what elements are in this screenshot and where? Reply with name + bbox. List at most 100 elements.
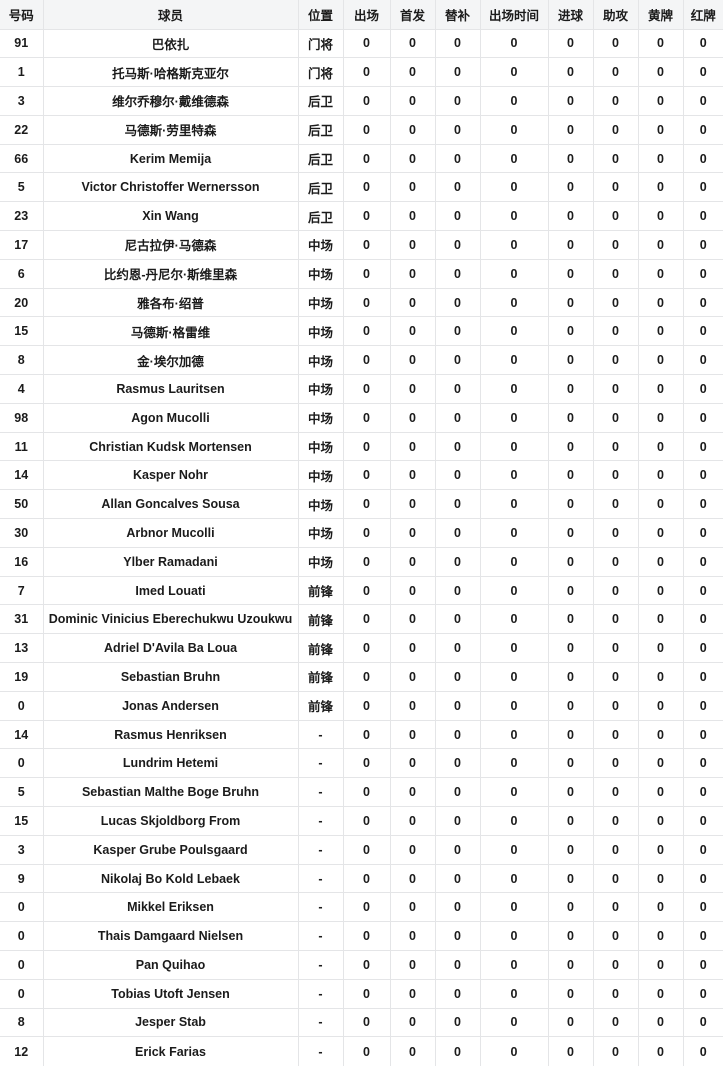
player-number-cell: 8 [0, 1007, 44, 1038]
stat-substitute-cell: 0 [434, 489, 481, 520]
stat-goals-cell: 0 [547, 172, 594, 203]
stat-yellow-card-cell: 0 [637, 806, 684, 836]
stat-yellow-card-cell: 0 [637, 402, 684, 433]
player-number-cell: 20 [0, 287, 44, 318]
player-number-cell: 23 [0, 201, 44, 232]
player-name-cell: 马德斯·劳里特森 [42, 114, 299, 145]
stat-minutes-cell: 0 [479, 1007, 549, 1038]
stat-appearances-cell: 0 [342, 921, 391, 951]
player-row: 14 Rasmus Henriksen - 0 0 0 0 0 0 0 0 [0, 719, 723, 750]
player-row: 7 Imed Louati 前锋 0 0 0 0 0 0 0 0 [0, 575, 723, 606]
player-name-cell: Imed Louati [42, 575, 299, 606]
player-name-cell: 托马斯·哈格斯克亚尔 [42, 57, 299, 88]
stat-goals-cell: 0 [547, 834, 594, 865]
stat-yellow-card-cell: 0 [637, 489, 684, 520]
stat-appearances-cell: 0 [342, 57, 391, 88]
stat-appearances-cell: 0 [342, 518, 391, 548]
stat-red-card-cell: 0 [682, 172, 723, 203]
player-row: 23 Xin Wang 后卫 0 0 0 0 0 0 0 0 [0, 201, 723, 232]
stat-goals-cell: 0 [547, 806, 594, 836]
stat-starts-cell: 0 [389, 374, 436, 404]
stat-goals-cell: 0 [547, 114, 594, 145]
player-name-cell: Nikolaj Bo Kold Lebaek [42, 863, 299, 894]
stat-starts-cell: 0 [389, 86, 436, 116]
player-name-cell: Kasper Grube Poulsgaard [42, 834, 299, 865]
position-cell: 后卫 [297, 201, 344, 232]
player-row: 30 Arbnor Mucolli 中场 0 0 0 0 0 0 0 0 [0, 518, 723, 548]
stat-red-card-cell: 0 [682, 633, 723, 664]
player-number-cell: 15 [0, 316, 44, 347]
stat-minutes-cell: 0 [479, 719, 549, 750]
player-row: 12 Erick Farias - 0 0 0 0 0 0 0 0 [0, 1036, 723, 1066]
stat-starts-cell: 0 [389, 921, 436, 951]
stat-appearances-cell: 0 [342, 230, 391, 260]
stat-red-card-cell: 0 [682, 374, 723, 404]
stat-substitute-cell: 0 [434, 57, 481, 88]
player-row: 31 Dominic Vinicius Eberechukwu Uzoukwu … [0, 604, 723, 635]
stat-appearances-cell: 0 [342, 287, 391, 318]
player-name-cell: Lucas Skjoldborg From [42, 806, 299, 836]
stat-starts-cell: 0 [389, 57, 436, 88]
stat-appearances-cell: 0 [342, 546, 391, 577]
stat-substitute-cell: 0 [434, 287, 481, 318]
stat-goals-cell: 0 [547, 345, 594, 376]
stat-minutes-cell: 0 [479, 143, 549, 174]
column-header-9: 黄牌 [637, 0, 684, 30]
stat-red-card-cell: 0 [682, 604, 723, 635]
player-name-cell: Xin Wang [42, 201, 299, 232]
stat-goals-cell: 0 [547, 892, 594, 923]
player-number-cell: 8 [0, 345, 44, 376]
stat-yellow-card-cell: 0 [637, 662, 684, 692]
player-number-cell: 19 [0, 662, 44, 692]
stat-red-card-cell: 0 [682, 287, 723, 318]
stat-appearances-cell: 0 [342, 978, 391, 1009]
stat-goals-cell: 0 [547, 863, 594, 894]
stat-starts-cell: 0 [389, 604, 436, 635]
position-cell: - [297, 1036, 344, 1066]
position-cell: - [297, 719, 344, 750]
stat-assists-cell: 0 [592, 575, 639, 606]
position-cell: 后卫 [297, 172, 344, 203]
stat-goals-cell: 0 [547, 86, 594, 116]
stat-minutes-cell: 0 [479, 546, 549, 577]
player-number-cell: 1 [0, 57, 44, 88]
stat-red-card-cell: 0 [682, 546, 723, 577]
player-number-cell: 13 [0, 633, 44, 664]
position-cell: 中场 [297, 258, 344, 289]
stat-red-card-cell: 0 [682, 1036, 723, 1066]
player-number-cell: 66 [0, 143, 44, 174]
player-row: 20 雅各布·绍普 中场 0 0 0 0 0 0 0 0 [0, 287, 723, 318]
stat-assists-cell: 0 [592, 1007, 639, 1038]
stat-starts-cell: 0 [389, 950, 436, 980]
stat-assists-cell: 0 [592, 489, 639, 520]
stat-starts-cell: 0 [389, 690, 436, 721]
position-cell: 中场 [297, 431, 344, 462]
stat-assists-cell: 0 [592, 518, 639, 548]
stat-goals-cell: 0 [547, 604, 594, 635]
stat-appearances-cell: 0 [342, 172, 391, 203]
stat-goals-cell: 0 [547, 201, 594, 232]
stat-minutes-cell: 0 [479, 777, 549, 808]
player-row: 9 Nikolaj Bo Kold Lebaek - 0 0 0 0 0 0 0… [0, 863, 723, 894]
position-cell: 中场 [297, 230, 344, 260]
column-header-2: 位置 [297, 0, 344, 30]
player-row: 1 托马斯·哈格斯克亚尔 门将 0 0 0 0 0 0 0 0 [0, 57, 723, 88]
player-number-cell: 0 [0, 978, 44, 1009]
player-row: 11 Christian Kudsk Mortensen 中场 0 0 0 0 … [0, 431, 723, 462]
stat-minutes-cell: 0 [479, 978, 549, 1009]
stat-minutes-cell: 0 [479, 863, 549, 894]
position-cell: - [297, 950, 344, 980]
player-row: 3 Kasper Grube Poulsgaard - 0 0 0 0 0 0 … [0, 834, 723, 865]
stat-assists-cell: 0 [592, 258, 639, 289]
stat-red-card-cell: 0 [682, 57, 723, 88]
stat-red-card-cell: 0 [682, 114, 723, 145]
position-cell: - [297, 834, 344, 865]
position-cell: 中场 [297, 518, 344, 548]
column-header-0: 号码 [0, 0, 44, 30]
stat-goals-cell: 0 [547, 489, 594, 520]
stat-assists-cell: 0 [592, 546, 639, 577]
stat-minutes-cell: 0 [479, 806, 549, 836]
stat-yellow-card-cell: 0 [637, 892, 684, 923]
player-number-cell: 16 [0, 546, 44, 577]
